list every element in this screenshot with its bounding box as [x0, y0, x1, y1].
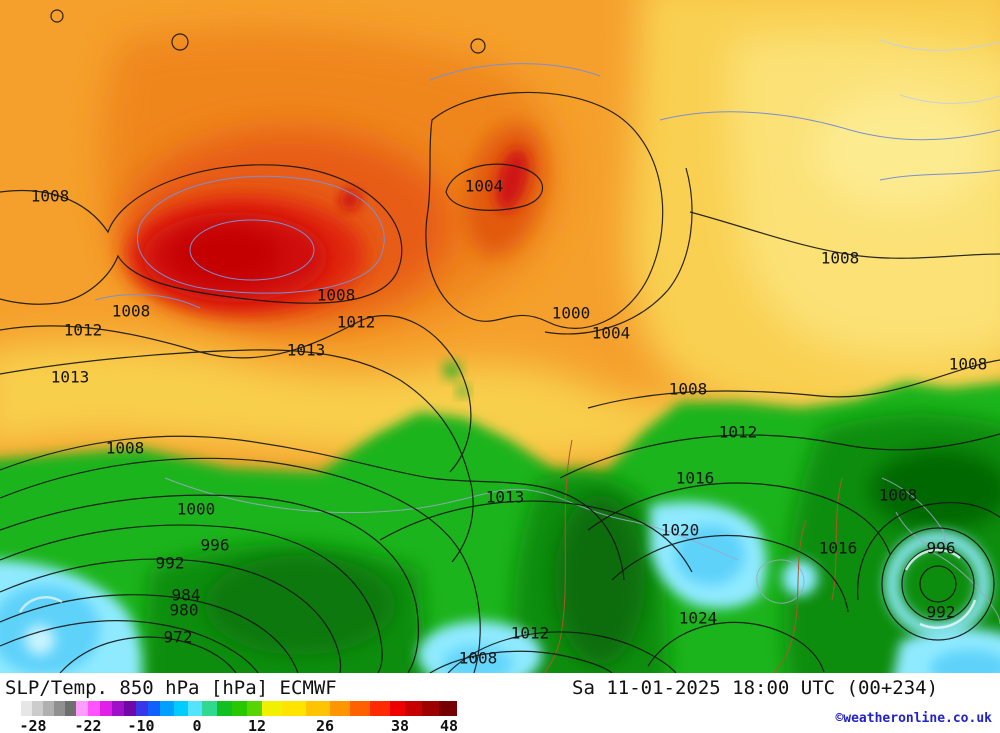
- temp-contours: [543, 439, 843, 673]
- map-datetime: Sa 11-01-2025 18:00 UTC (00+234): [572, 677, 939, 699]
- scale-tick-label: -28: [19, 717, 47, 733]
- scale-color-block: [330, 701, 350, 716]
- scale-color-block: [439, 701, 457, 716]
- scale-color-block: [217, 701, 232, 716]
- scale-tick-label: -22: [74, 717, 102, 733]
- scale-tick-label: 48: [439, 717, 459, 733]
- weather-map-svg: [0, 0, 1000, 673]
- scale-color-block: [100, 701, 112, 716]
- temperature-scale-labels: -28 -22 -10 0 12 26 38 48: [0, 717, 520, 733]
- scale-color-block: [405, 701, 422, 716]
- scale-color-block: [350, 701, 370, 716]
- scale-color-block: [282, 701, 306, 716]
- scale-color-block: [124, 701, 136, 716]
- scale-color-block: [76, 701, 88, 716]
- scale-tick-label: -10: [127, 717, 155, 733]
- scale-color-block: [43, 701, 54, 716]
- temperature-scale-bar: [10, 701, 462, 716]
- copyright-link[interactable]: ©weatheronline.co.uk: [835, 711, 992, 726]
- isobar-contours: [0, 9, 1000, 673]
- scale-color-block: [370, 701, 390, 716]
- scale-color-block: [32, 701, 43, 716]
- scale-color-block: [54, 701, 65, 716]
- scale-color-block: [306, 701, 330, 716]
- scale-color-block: [21, 701, 32, 716]
- footer: SLP/Temp. 850 hPa [hPa] ECMWF Sa 11-01-2…: [0, 673, 1000, 733]
- scale-color-block: [390, 701, 405, 716]
- scale-color-block: [112, 701, 124, 716]
- weather-map: 1008 1004 1008 1008 1008 1012 1012 1013 1013 1000…: [0, 0, 1000, 673]
- scale-tick-label: 0: [192, 717, 202, 733]
- scale-color-block: [148, 701, 160, 716]
- upper-contours: [879, 39, 1000, 104]
- scale-color-block: [88, 701, 100, 716]
- storm-arcs: [18, 548, 977, 629]
- coastline: [164, 477, 1000, 625]
- scale-color-block: [262, 701, 282, 716]
- scale-color-block: [160, 701, 174, 716]
- scale-color-block: [174, 701, 188, 716]
- scale-color-block: [10, 701, 21, 716]
- scale-tick-label: 38: [390, 717, 410, 733]
- scale-tick-label: 12: [247, 717, 267, 733]
- scale-tick-label: 26: [315, 717, 335, 733]
- scale-color-block: [232, 701, 247, 716]
- scale-color-block: [188, 701, 202, 716]
- temperature-field: [0, 0, 1000, 673]
- scale-color-block: [247, 701, 262, 716]
- scale-color-block: [65, 701, 76, 716]
- scale-color-block: [422, 701, 439, 716]
- blue-contours: [94, 63, 1000, 309]
- map-title: SLP/Temp. 850 hPa [hPa] ECMWF: [5, 677, 337, 699]
- scale-color-block: [136, 701, 148, 716]
- scale-color-block: [202, 701, 217, 716]
